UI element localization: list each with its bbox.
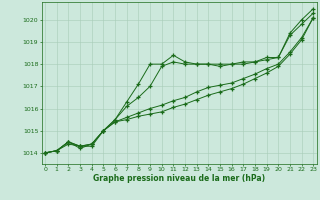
X-axis label: Graphe pression niveau de la mer (hPa): Graphe pression niveau de la mer (hPa) xyxy=(93,174,265,183)
